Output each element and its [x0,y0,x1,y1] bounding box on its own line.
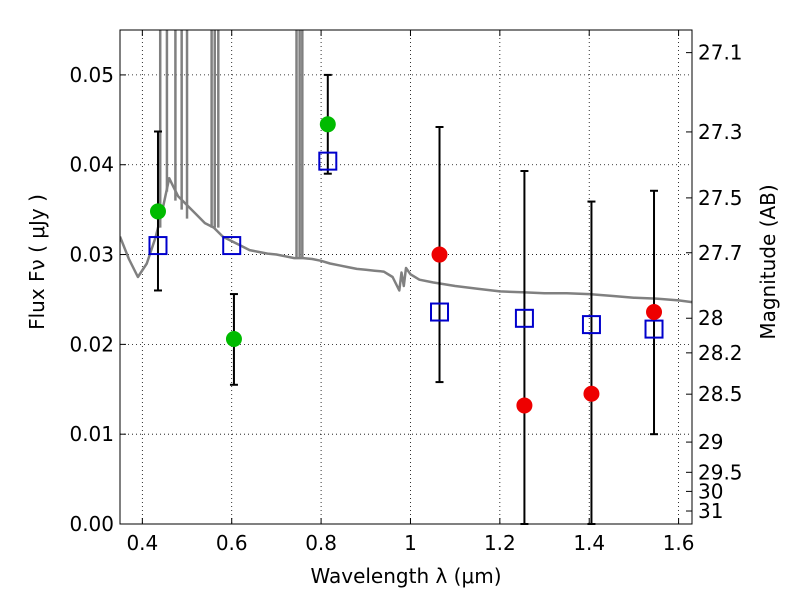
x-axis-ticks: 0.4 0.6 0.8 1 1.2 1.4 1.6 [126,30,695,555]
y-tick-label: 0.02 [69,332,114,356]
upper-limit-point [516,397,533,414]
y-tick-label: 0.03 [69,243,114,267]
model-point [430,302,450,322]
detection-points [149,116,336,347]
x-tick-label: 1.6 [663,531,695,555]
model-point [581,315,601,335]
model-points [148,151,664,339]
spectrum-line [120,176,692,304]
x-tick-label: 0.6 [216,531,248,555]
right-tick-label: 28 [698,306,723,330]
model-point [222,236,242,256]
upper-limit-point [583,385,600,402]
right-tick-label: 30 [698,479,723,503]
model-point [148,236,168,256]
detection-point [319,116,336,133]
plot-frame [119,29,693,525]
x-tick-label: 1.2 [484,531,516,555]
right-tick-label: 28.5 [698,382,743,406]
detection-point [225,330,242,347]
right-tick-label: 27.7 [698,241,743,265]
y-axis-label: Flux Fν ( μJy ) [25,194,49,330]
detection-point [149,203,166,220]
y-tick-label: 0.05 [69,63,114,87]
x-tick-label: 1 [404,531,417,555]
right-axis-label: Magnitude (AB) [756,184,780,339]
model-point [514,308,534,328]
right-tick-label: 27.5 [698,186,743,210]
right-tick-label: 29 [698,430,723,454]
model-point [318,151,338,171]
right-tick-label: 31 [698,499,723,523]
upper-limit-points [431,246,663,414]
y-tick-label: 0.00 [69,512,114,536]
upper-limit-point [646,304,663,321]
right-tick-label: 28.2 [698,341,743,365]
model-spectrum [120,30,692,304]
error-bars [153,73,659,525]
right-tick-label: 29.5 [698,460,743,484]
y-axis-ticks: 0.00 0.01 0.02 0.03 0.04 0.05 [69,63,126,536]
grid-lines [120,30,692,524]
right-tick-label: 27.3 [698,120,743,144]
model-point [644,319,664,339]
x-tick-label: 1.4 [573,531,605,555]
x-axis-label: Wavelength λ (μm) [310,564,501,588]
y-tick-label: 0.01 [69,422,114,446]
y-tick-label: 0.04 [69,153,114,177]
x-tick-label: 0.8 [305,531,337,555]
right-tick-label: 27.1 [698,41,743,65]
upper-limit-point [431,246,448,263]
x-tick-label: 0.4 [126,531,158,555]
